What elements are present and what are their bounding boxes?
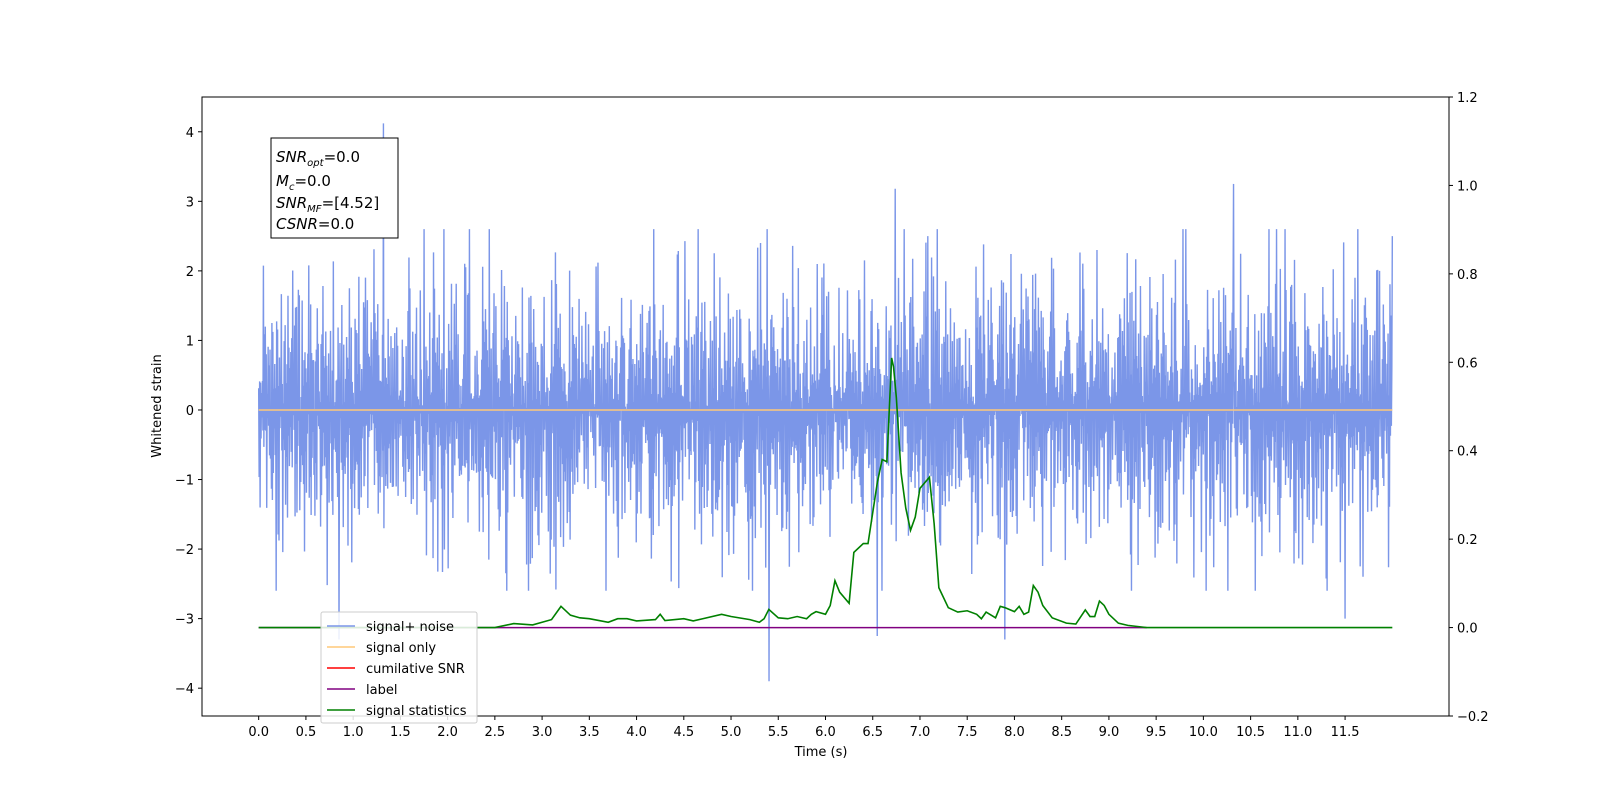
signal-noise-line [257,123,1394,682]
x-tick-label: 4.5 [673,725,694,740]
y-tick-label: −3 [175,613,194,628]
x-tick-label: 8.5 [1051,725,1072,740]
x-tick-label: 2.0 [437,725,458,740]
x-tick-label: 9.5 [1146,725,1167,740]
y-tick-label: 3 [186,195,194,210]
legend-label: cumilative SNR [366,662,465,677]
right-y-tick-label: 0.2 [1457,533,1478,548]
y-tick-label: −4 [175,682,194,697]
right-y-axis-ticks: 1.2 1.0 0.8 0.6 0.4 0.2 0.0 −0.2 [1449,91,1489,725]
x-tick-label: 9.0 [1099,725,1120,740]
legend-label: signal+ noise [366,620,454,635]
x-tick-label: 6.0 [815,725,836,740]
y-axis-label: Whitened strain [150,354,165,457]
x-tick-label: 5.0 [721,725,742,740]
info-snr-mf: SNRMF=[4.52] [276,194,379,215]
x-tick-label: 5.5 [768,725,789,740]
x-tick-label: 11.5 [1331,725,1360,740]
x-tick-label: 3.5 [579,725,600,740]
x-tick-label: 7.5 [957,725,978,740]
info-csnr: CSNR=0.0 [276,215,354,233]
signal-statistics-line [258,357,1393,629]
info-box: SNRopt=0.0 Mc=0.0 SNRMF=[4.52] CSNR=0.0 [270,137,399,239]
y-axis-ticks: 4 3 2 1 0 −1 −2 −3 −4 [175,126,202,697]
x-axis-label: Time (s) [794,745,848,760]
y-tick-label: 1 [186,334,194,349]
y-tick-label: 4 [186,126,194,141]
right-y-tick-label: −0.2 [1457,710,1489,725]
right-y-tick-label: 0.8 [1457,268,1478,283]
x-tick-label: 4.0 [626,725,647,740]
x-tick-label: 2.5 [485,725,506,740]
x-tick-label: 11.0 [1283,725,1312,740]
right-y-tick-label: 0.4 [1457,445,1478,460]
legend-label: signal statistics [366,704,467,719]
x-axis-ticks: 0.0 0.5 1.0 1.5 2.0 2.5 3.0 3.5 4.0 4.5 5.0 5.5 6.0 6… [248,716,1360,740]
y-tick-label: 0 [186,404,194,419]
legend-label: label [366,683,397,698]
right-y-tick-label: 1.0 [1457,179,1478,194]
info-snr-opt: SNRopt=0.0 [276,148,360,169]
y-tick-label: −2 [175,543,194,558]
x-tick-label: 1.5 [390,725,411,740]
right-y-tick-label: 0.0 [1457,622,1478,637]
legend: signal+ noise signal only cumilative SNR la… [320,611,478,724]
right-y-tick-label: 0.6 [1457,356,1478,371]
x-tick-label: 0.5 [296,725,317,740]
x-tick-label: 7.0 [910,725,931,740]
info-mc: Mc=0.0 [276,172,331,193]
y-tick-label: 2 [186,265,194,280]
x-tick-label: 0.0 [248,725,269,740]
x-tick-label: 8.0 [1004,725,1025,740]
x-tick-label: 1.0 [343,725,364,740]
x-tick-label: 3.0 [532,725,553,740]
x-tick-label: 6.5 [862,725,883,740]
legend-label: signal only [366,641,436,656]
x-tick-label: 10.5 [1236,725,1265,740]
x-tick-label: 10.0 [1189,725,1218,740]
y-tick-label: −1 [175,474,194,489]
signal-noise-series [257,123,1394,682]
signal-statistics-series [258,357,1393,629]
right-y-tick-label: 1.2 [1457,91,1478,106]
